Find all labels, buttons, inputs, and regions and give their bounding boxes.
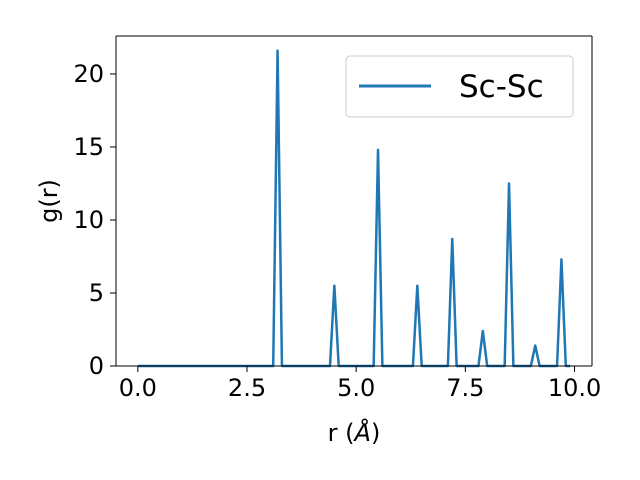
axes-frame: [115, 35, 593, 367]
x-tick-label: 7.5: [446, 374, 484, 402]
legend-box: [345, 55, 574, 118]
x-tick-label: 2.5: [228, 374, 266, 402]
y-tick-label: 0: [89, 352, 104, 380]
x-tick-label: 10.0: [548, 374, 601, 402]
legend: Sc-Sc: [345, 55, 574, 118]
x-axis-ticks: 0.0 2.5 5.0 7.5 10.0: [119, 366, 601, 402]
y-axis-ticks: 0 5 10 15 20: [73, 60, 116, 380]
series-line-sc-sc: [137, 49, 571, 368]
x-tick-label: 5.0: [337, 374, 375, 402]
y-tick-label: 10: [73, 206, 104, 234]
y-tick-label: 20: [73, 60, 104, 88]
x-axis-label: r (Å): [328, 418, 381, 447]
series-layer: [137, 49, 571, 368]
x-tick-label: 0.0: [119, 374, 157, 402]
y-axis-label: g(r): [35, 179, 63, 223]
legend-label-sc-sc: Sc-Sc: [459, 69, 544, 105]
y-tick-label: 5: [89, 279, 104, 307]
y-tick-label: 15: [73, 133, 104, 161]
